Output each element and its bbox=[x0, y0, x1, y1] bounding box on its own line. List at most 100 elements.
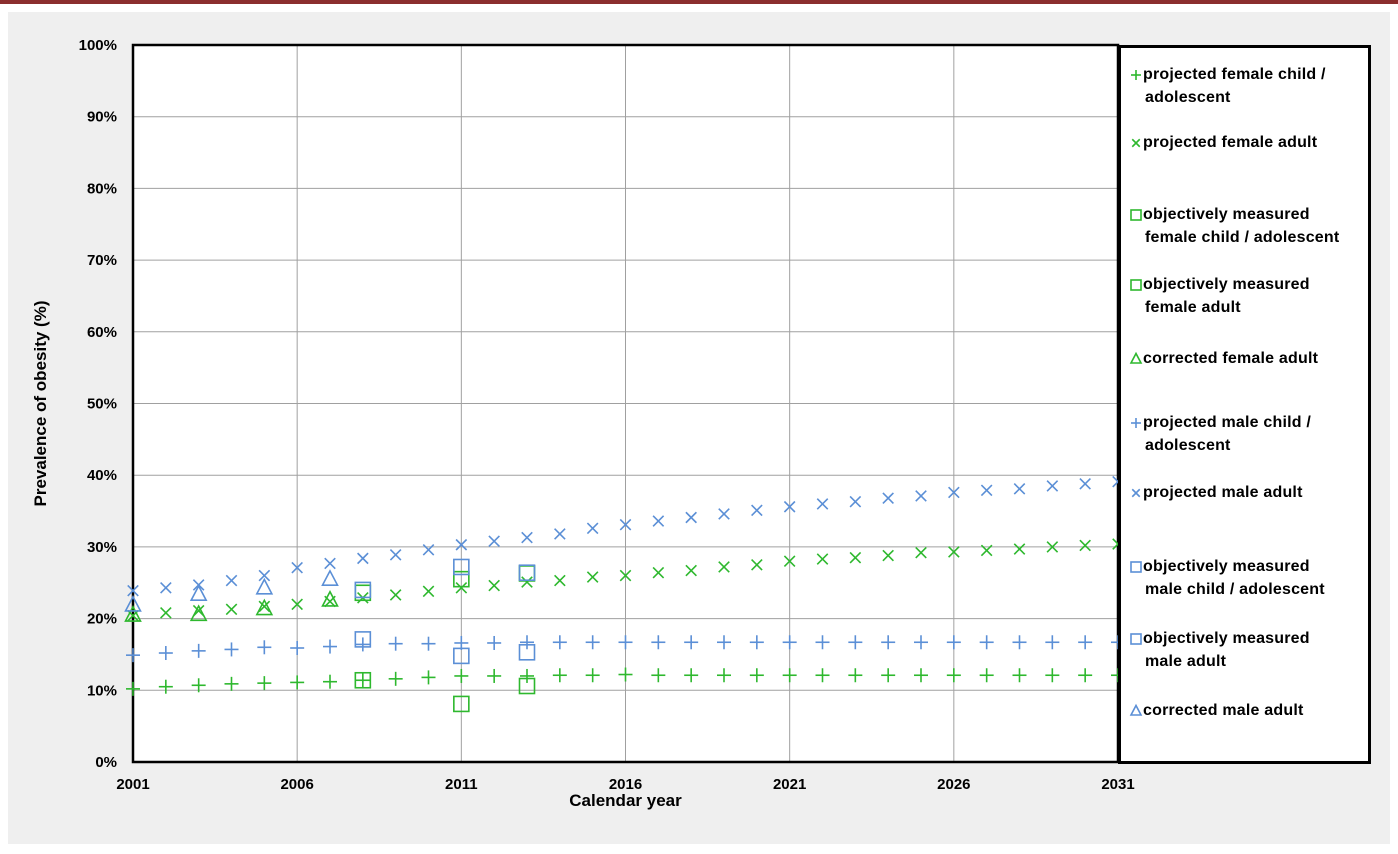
legend-item: projected female child / adolescent bbox=[1129, 63, 1369, 109]
data-point bbox=[225, 574, 238, 587]
y-tick-label: 0% bbox=[95, 754, 117, 771]
data-point bbox=[126, 648, 140, 663]
data-point bbox=[257, 640, 272, 655]
legend-item: projected male adult bbox=[1129, 481, 1369, 504]
legend-marker-icon bbox=[1130, 209, 1142, 221]
data-point bbox=[1046, 541, 1059, 553]
legend-label-line: adolescent bbox=[1145, 89, 1231, 106]
data-point bbox=[782, 635, 797, 650]
legend-label: objectively measured male adult bbox=[1143, 627, 1310, 673]
legend-label-line: projected female adult bbox=[1143, 134, 1318, 151]
legend-label: objectively measured female child / adole… bbox=[1143, 203, 1339, 249]
x-tick-label: 2021 bbox=[773, 776, 806, 793]
y-tick-label: 10% bbox=[87, 682, 117, 699]
legend-label-line: corrected male adult bbox=[1143, 702, 1304, 719]
data-point bbox=[1078, 668, 1093, 683]
data-point bbox=[518, 643, 536, 661]
axis-ticks: 0% 10% 20% 30% 40% 50% 60% 70% 80% 90% 100% 2001 200… bbox=[79, 37, 1135, 793]
data-point bbox=[354, 671, 372, 689]
data-point bbox=[1012, 668, 1027, 683]
legend-label-line: objectively measured bbox=[1143, 276, 1310, 293]
data-point bbox=[619, 518, 632, 531]
series-0 bbox=[126, 667, 1125, 696]
legend-item: corrected female adult bbox=[1129, 347, 1369, 370]
data-point bbox=[191, 643, 206, 658]
legend-label: projected male adult bbox=[1143, 481, 1303, 504]
data-point bbox=[453, 647, 470, 665]
data-point bbox=[422, 543, 435, 556]
legend-label: objectively measured female adult bbox=[1143, 273, 1310, 319]
data-point bbox=[160, 607, 172, 619]
data-point bbox=[881, 635, 896, 650]
legend-marker-icon bbox=[1130, 561, 1142, 573]
data-point bbox=[354, 581, 372, 599]
data-point bbox=[979, 635, 994, 650]
data-point bbox=[518, 677, 536, 695]
y-tick-label: 20% bbox=[87, 611, 117, 628]
data-point bbox=[421, 670, 436, 685]
data-point bbox=[586, 571, 599, 583]
data-point bbox=[618, 635, 633, 650]
top-rule bbox=[0, 0, 1398, 4]
y-tick-label: 60% bbox=[87, 324, 117, 341]
data-point bbox=[521, 576, 533, 588]
legend-label: projected male child / adolescent bbox=[1143, 411, 1311, 457]
data-point bbox=[189, 584, 208, 602]
data-point bbox=[321, 589, 339, 607]
data-point bbox=[355, 637, 370, 652]
data-point bbox=[816, 498, 829, 510]
data-point bbox=[946, 668, 961, 683]
y-tick-label: 40% bbox=[87, 467, 117, 484]
data-point bbox=[291, 561, 303, 574]
data-point bbox=[652, 566, 665, 579]
data-point bbox=[323, 639, 337, 654]
data-point bbox=[717, 635, 731, 650]
data-point bbox=[518, 564, 536, 582]
legend-label-line: female adult bbox=[1145, 299, 1241, 316]
data-point bbox=[1079, 539, 1091, 552]
legend-item: objectively measured male child / adolesc… bbox=[1129, 555, 1369, 601]
data-point bbox=[685, 564, 697, 577]
legend-label-line: projected female child / bbox=[1143, 66, 1326, 83]
y-tick-label: 100% bbox=[79, 37, 117, 54]
data-point bbox=[848, 635, 863, 650]
data-point bbox=[258, 600, 271, 613]
data-point bbox=[685, 511, 697, 524]
data-point bbox=[488, 579, 500, 592]
data-point bbox=[751, 559, 763, 571]
grid bbox=[131, 43, 1120, 764]
data-point bbox=[158, 646, 173, 661]
legend-marker-icon bbox=[1131, 138, 1141, 148]
legend-label-line: objectively measured bbox=[1143, 558, 1310, 575]
data-point bbox=[453, 558, 470, 576]
data-point bbox=[258, 569, 271, 582]
data-point bbox=[552, 668, 567, 683]
x-tick-label: 2031 bbox=[1101, 776, 1134, 793]
data-point bbox=[684, 668, 699, 683]
data-point bbox=[453, 570, 470, 588]
legend-label: projected female adult bbox=[1143, 131, 1317, 154]
legend-item: objectively measured male adult bbox=[1129, 627, 1369, 673]
data-point bbox=[1045, 668, 1060, 683]
data-point bbox=[651, 635, 666, 650]
x-axis-title: Calendar year bbox=[569, 791, 682, 810]
data-point bbox=[454, 668, 469, 683]
data-point bbox=[520, 668, 534, 683]
data-point bbox=[455, 538, 468, 551]
legend-marker-icon bbox=[1129, 703, 1143, 716]
data-point bbox=[717, 668, 731, 683]
legend-label: objectively measured male child / adolesc… bbox=[1143, 555, 1325, 601]
data-point bbox=[191, 678, 206, 693]
y-tick-label: 80% bbox=[87, 180, 117, 197]
data-point bbox=[914, 668, 928, 683]
legend-label-line: projected male child / bbox=[1143, 414, 1312, 431]
data-point bbox=[619, 569, 632, 582]
legend-label-line: projected male adult bbox=[1143, 484, 1303, 501]
data-point bbox=[389, 548, 402, 561]
data-point bbox=[554, 574, 566, 587]
data-point bbox=[948, 546, 960, 558]
data-point bbox=[915, 546, 927, 559]
data-point bbox=[586, 522, 599, 535]
legend-label-line: objectively measured bbox=[1143, 630, 1310, 647]
data-point bbox=[585, 668, 600, 683]
